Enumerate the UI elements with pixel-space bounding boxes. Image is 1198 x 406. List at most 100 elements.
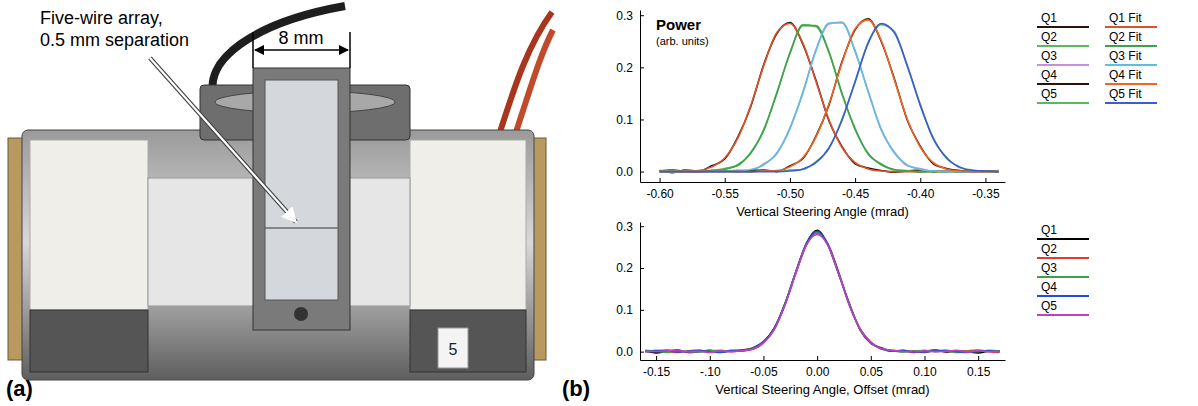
series-line <box>660 20 999 172</box>
y-axis-line <box>640 223 641 361</box>
x-tick: -0.35 <box>972 178 1000 201</box>
y-tick-label: 0.3 <box>616 9 633 23</box>
legend-swatch <box>1037 83 1089 85</box>
legend-label: Q3 <box>1041 49 1057 63</box>
annotation: (arb. units) <box>656 35 709 47</box>
x-tick: 0.00 <box>806 356 830 379</box>
chart: -0.15-.10-0.050.000.050.100.150.00.10.20… <box>616 220 1089 397</box>
x-tick: -0.05 <box>750 356 778 379</box>
legend-swatch <box>1037 26 1089 28</box>
cable <box>516 30 553 132</box>
y-tick-label: 0.2 <box>616 261 633 275</box>
x-tick-label: -0.05 <box>750 365 778 379</box>
plot-area <box>660 19 999 173</box>
series-line <box>645 231 999 352</box>
legend-label: Q3 Fit <box>1109 49 1142 63</box>
x-tick-mark <box>920 178 921 182</box>
y-tick: 0.2 <box>616 61 644 75</box>
x-tick-label: -.10 <box>700 365 721 379</box>
y-tick: 0.1 <box>616 303 644 317</box>
figure: 58 mmFive-wire array,0.5 mm separation(a… <box>0 0 1198 406</box>
y-tick-mark <box>640 226 644 227</box>
series-line <box>660 24 999 172</box>
x-tick-label: -0.50 <box>777 187 805 201</box>
legend-swatch <box>1037 257 1089 259</box>
series-line <box>660 23 999 172</box>
x-tick-label: 0.05 <box>860 365 884 379</box>
legend-label: Q1 <box>1041 11 1057 25</box>
plot-area <box>645 230 999 353</box>
annotation: Power <box>656 16 701 33</box>
series-line <box>645 230 999 353</box>
y-tick-label: 0.1 <box>616 303 633 317</box>
legend-label: Q1 Fit <box>1109 11 1142 25</box>
series-line <box>660 19 999 172</box>
x-tick: -0.40 <box>907 178 935 201</box>
x-tick: -0.55 <box>712 178 740 201</box>
x-tick-mark <box>656 356 657 360</box>
chart: -0.60-0.55-0.50-0.45-0.40-0.350.00.10.20… <box>616 9 1157 219</box>
clamp-block <box>30 310 148 372</box>
x-tick: 0.05 <box>860 356 884 379</box>
x-tick-mark <box>978 356 979 360</box>
legend-swatch <box>1037 295 1089 297</box>
x-axis: -0.60-0.55-0.50-0.45-0.40-0.35 <box>641 178 1006 201</box>
legend-swatch <box>1037 314 1089 316</box>
callout-text: 0.5 mm separation <box>40 30 189 50</box>
hole <box>294 307 308 321</box>
legend-label: Q4 <box>1041 280 1057 294</box>
legend-label: Q1 <box>1041 223 1057 237</box>
frame-window <box>265 80 338 300</box>
legend: Q1Q2Q3Q4Q5Q1 FitQ2 FitQ3 FitQ4 FitQ5 Fit <box>1037 11 1157 103</box>
series-line <box>660 24 999 172</box>
x-tick: 0.15 <box>967 356 991 379</box>
legend-swatch <box>1037 238 1089 240</box>
y-tick-mark <box>640 310 644 311</box>
cable <box>500 12 552 132</box>
x-axis: -0.15-.10-0.050.000.050.100.15 <box>641 356 1006 379</box>
y-axis: 0.0 0.1 0.2 0.3 <box>616 220 644 361</box>
wire-frame <box>253 68 350 330</box>
x-tick-label: -0.40 <box>907 187 935 201</box>
series-line <box>660 23 999 173</box>
series-line <box>645 233 999 352</box>
x-tick-label: 0.15 <box>967 365 991 379</box>
y-tick-mark <box>640 67 644 68</box>
y-tick-mark <box>640 119 644 120</box>
legend-label: Q5 Fit <box>1109 87 1142 101</box>
ceramic-block <box>30 140 148 310</box>
x-tick-label: -0.55 <box>712 187 740 201</box>
x-tick-mark <box>855 178 856 182</box>
legend-label: Q4 <box>1041 68 1057 82</box>
y-tick-label: 0.3 <box>616 220 633 234</box>
x-tick: -0.15 <box>643 356 671 379</box>
x-tick-mark <box>871 356 872 360</box>
legend-swatch <box>1105 26 1157 28</box>
y-tick: 0.2 <box>616 261 644 275</box>
panel-label: (b) <box>562 376 590 401</box>
x-axis-line <box>641 182 1006 183</box>
legend-label: Q2 Fit <box>1109 30 1142 44</box>
tag-text: 5 <box>449 341 458 358</box>
legend-swatch <box>1037 102 1089 104</box>
panel-label: (a) <box>6 376 33 401</box>
y-tick-mark <box>640 172 644 173</box>
y-axis-line <box>640 11 641 183</box>
y-tick-label: 0.0 <box>616 345 633 359</box>
series-line <box>645 235 999 353</box>
y-tick-label: 0.2 <box>616 61 633 75</box>
y-tick-mark <box>640 352 644 353</box>
x-axis-title: Vertical Steering Angle (mrad) <box>736 204 909 219</box>
wire-array <box>265 227 338 229</box>
y-tick-mark <box>640 15 644 16</box>
x-axis-title: Vertical Steering Angle, Offset (mrad) <box>715 382 929 397</box>
x-tick: -.10 <box>700 356 721 379</box>
legend: Q1Q2Q3Q4Q5 <box>1037 223 1089 315</box>
clamp-block <box>410 310 526 372</box>
legend-swatch <box>1037 45 1089 47</box>
y-tick: 0.3 <box>616 9 644 23</box>
x-tick-mark <box>660 178 661 182</box>
x-tick: -0.45 <box>842 178 870 201</box>
y-tick: 0.0 <box>616 345 644 359</box>
callout-arrow <box>150 58 296 222</box>
